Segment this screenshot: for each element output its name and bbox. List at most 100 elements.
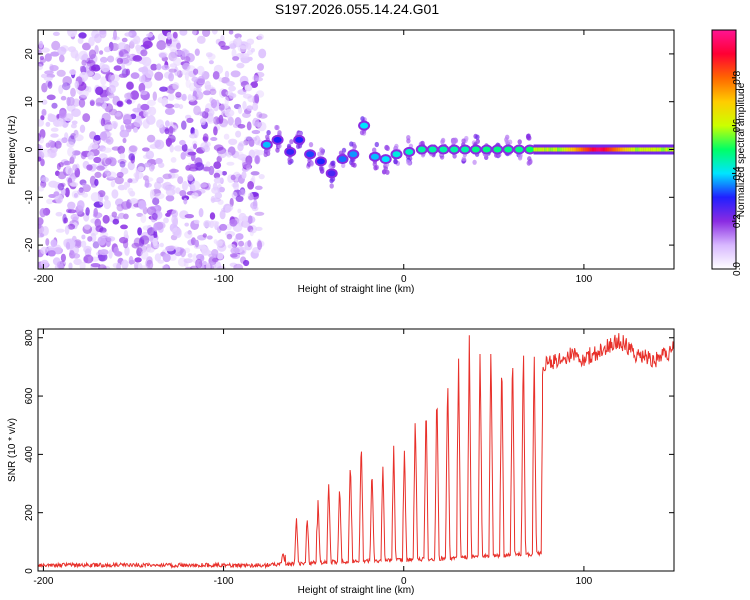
heatmap-noise-cell — [53, 191, 60, 197]
heatmap-noise-cell — [152, 91, 157, 101]
heatmap-noise-cell — [237, 45, 248, 53]
heatmap-noise-cell — [128, 145, 137, 156]
heatmap-band-cell — [559, 147, 563, 152]
heatmap-noise-cell — [179, 190, 187, 197]
heatmap-noise-cell — [146, 247, 155, 253]
heatmap-noise-cell — [58, 162, 64, 168]
heatmap-noise-cell — [38, 133, 41, 142]
heatmap-signal-core — [392, 151, 401, 158]
heatmap-smear-cell — [517, 153, 523, 159]
heatmap-band-cell — [574, 147, 578, 152]
snr-series-line — [38, 333, 674, 570]
heatmap-signal-core — [262, 141, 271, 148]
heatmap-noise-cell — [173, 57, 182, 66]
colorbar-ticks: 0.0 0.2 0.4 0.6 0.8 — [711, 29, 743, 276]
heatmap-noise-cell — [183, 258, 193, 264]
heatmap-noise-cell — [219, 223, 228, 231]
heatmap-noise-cell — [47, 114, 57, 123]
heatmap-noise-cell — [39, 56, 45, 60]
heatmap-noise-cell — [235, 195, 244, 202]
heatmap-noise-cell — [250, 171, 260, 176]
heatmap-noise-cell — [63, 82, 68, 87]
heatmap-band-cell — [613, 147, 617, 152]
heatmap-band-cell — [630, 147, 634, 152]
heatmap-noise-cell — [128, 153, 135, 161]
heatmap-noise-cell — [152, 197, 160, 206]
heatmap-noise-cell — [219, 210, 226, 220]
heatmap-noise-cell — [247, 239, 252, 248]
heatmap-x-ticks: -200 -100 0 100 — [33, 30, 593, 285]
heatmap-noise-cell — [100, 76, 107, 86]
heatmap-noise-cell — [61, 82, 71, 91]
heatmap-noise-cell — [165, 43, 173, 48]
snr-y-ticks: 0 200 400 600 800 — [24, 329, 674, 574]
heatmap-band-cell — [602, 147, 606, 152]
heatmap-smear-cell — [329, 183, 334, 189]
heatmap-noise-cell — [199, 111, 206, 117]
heatmap-noise-cell — [114, 111, 122, 117]
heatmap-noise-cell — [250, 48, 255, 53]
heatmap-noise-cell — [38, 185, 45, 192]
heatmap-noise-cell — [177, 50, 182, 56]
heatmap-noise-cell — [258, 174, 265, 180]
heatmap-noise-cell — [172, 227, 182, 237]
heatmap-noise-cell — [228, 30, 234, 35]
heatmap-noise-cell — [186, 117, 194, 123]
heatmap-signal-core — [316, 158, 325, 165]
heatmap-noise-cell — [39, 208, 47, 218]
heatmap-band-cell — [665, 147, 669, 152]
heatmap-noise-cell — [252, 102, 259, 112]
heatmap-noise-cell — [241, 171, 247, 179]
heatmap-noise-cell — [69, 249, 75, 255]
heatmap-smear-cell — [472, 159, 477, 165]
heatmap-noise-cell — [50, 133, 59, 138]
heatmap-noise-cell — [203, 90, 211, 96]
heatmap-noise-cell — [64, 113, 74, 122]
heatmap-noise-cell — [235, 151, 245, 160]
heatmap-noise-cell — [155, 192, 165, 200]
heatmap-noise-cell — [121, 63, 126, 70]
heatmap-noise-cell — [158, 52, 167, 59]
heatmap-noise-cell — [254, 135, 261, 146]
heatmap-signal-core — [471, 146, 480, 153]
heatmap-noise-cell — [146, 115, 156, 125]
heatmap-noise-cell — [73, 258, 82, 266]
heatmap-noise-cell — [114, 176, 124, 185]
heatmap-signal-core — [286, 148, 295, 155]
heatmap-smear-cell — [341, 147, 347, 153]
heatmap-noise-cell — [165, 137, 172, 147]
heatmap-noise-cell — [196, 87, 202, 93]
heatmap-noise-cell — [192, 30, 197, 36]
heatmap-noise-cell — [137, 227, 143, 236]
heatmap-noise-cell — [141, 65, 149, 76]
heatmap-x-axis-label: Height of straight line (km) — [298, 284, 415, 295]
heatmap-noise-cell — [82, 42, 91, 51]
heatmap-noise-cell — [152, 237, 158, 247]
heatmap-noise-cell — [120, 224, 128, 230]
heatmap-noise-cell — [99, 50, 104, 55]
heatmap-noise-cell — [217, 252, 224, 260]
heatmap-noise-cell — [80, 240, 87, 248]
heatmap-noise-cell — [69, 182, 79, 187]
heatmap-band-cell — [537, 147, 541, 152]
heatmap-noise-cell — [70, 213, 80, 221]
heatmap-noise-cell — [95, 86, 104, 96]
heatmap-noise-cell — [105, 237, 112, 243]
heatmap-noise-cell — [257, 240, 263, 251]
heatmap-noise-cell — [168, 126, 174, 134]
heatmap-noise-cell — [226, 152, 232, 158]
heatmap-noise-cell — [232, 56, 240, 61]
heatmap-noise-cell — [236, 62, 245, 69]
heatmap-noise-cell — [231, 191, 238, 199]
heatmap-noise-cell — [140, 235, 150, 245]
heatmap-noise-cell — [71, 154, 76, 160]
heatmap-noise-cell — [141, 56, 152, 67]
heatmap-noise-cell — [104, 156, 110, 166]
heatmap-noise-cell — [88, 49, 96, 59]
heatmap-noise-cell — [111, 211, 118, 218]
heatmap-band-cell — [581, 147, 584, 152]
heatmap-noise-cell — [119, 152, 126, 160]
heatmap-noise-cell — [209, 87, 216, 92]
heatmap-noise-cell — [135, 44, 141, 52]
heatmap-band-cell — [650, 147, 654, 152]
